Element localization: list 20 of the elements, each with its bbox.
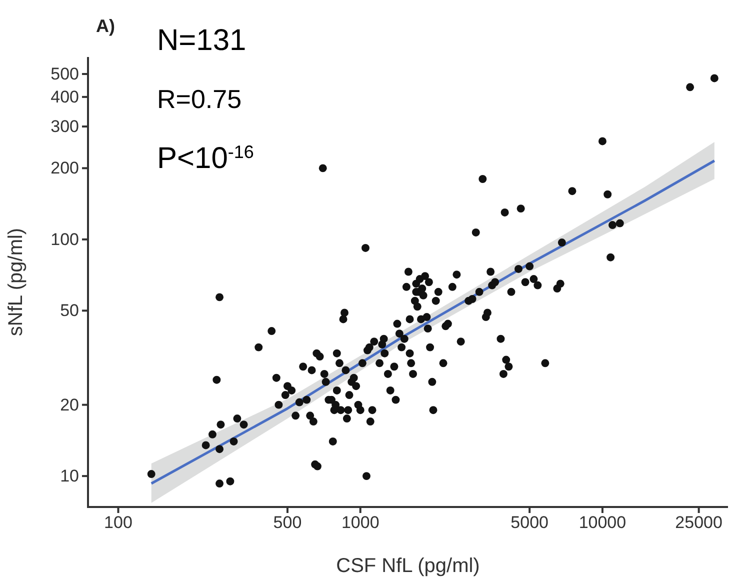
x-tick-label: 100 [104,513,132,532]
y-tick-label: 50 [60,301,79,320]
y-tick-label: 100 [50,230,79,249]
x-tick-label: 500 [273,513,302,532]
annotation: P<10$^{-16}$ [157,142,254,175]
annotation: R=0.75 [157,84,242,114]
x-tick-label: 25000 [675,513,722,532]
x-axis-title: CSF NfL (pg/ml) [336,555,480,577]
y-tick-label: 10 [60,466,79,486]
x-tick-label: 1000 [341,513,380,532]
x-tick-label: 10000 [578,513,626,532]
y-tick-label: 500 [50,64,79,84]
text: N=131 [157,24,246,57]
x-tick-label: 5000 [510,513,548,532]
y-tick-label: 400 [50,87,79,106]
y-tick-label: 200 [50,158,79,178]
chart-title: A) [96,16,115,36]
y-tick-label: 300 [50,116,79,136]
y-tick-label: 20 [60,395,79,414]
y-axis-title: sNfL (pg/ml) [5,228,27,336]
